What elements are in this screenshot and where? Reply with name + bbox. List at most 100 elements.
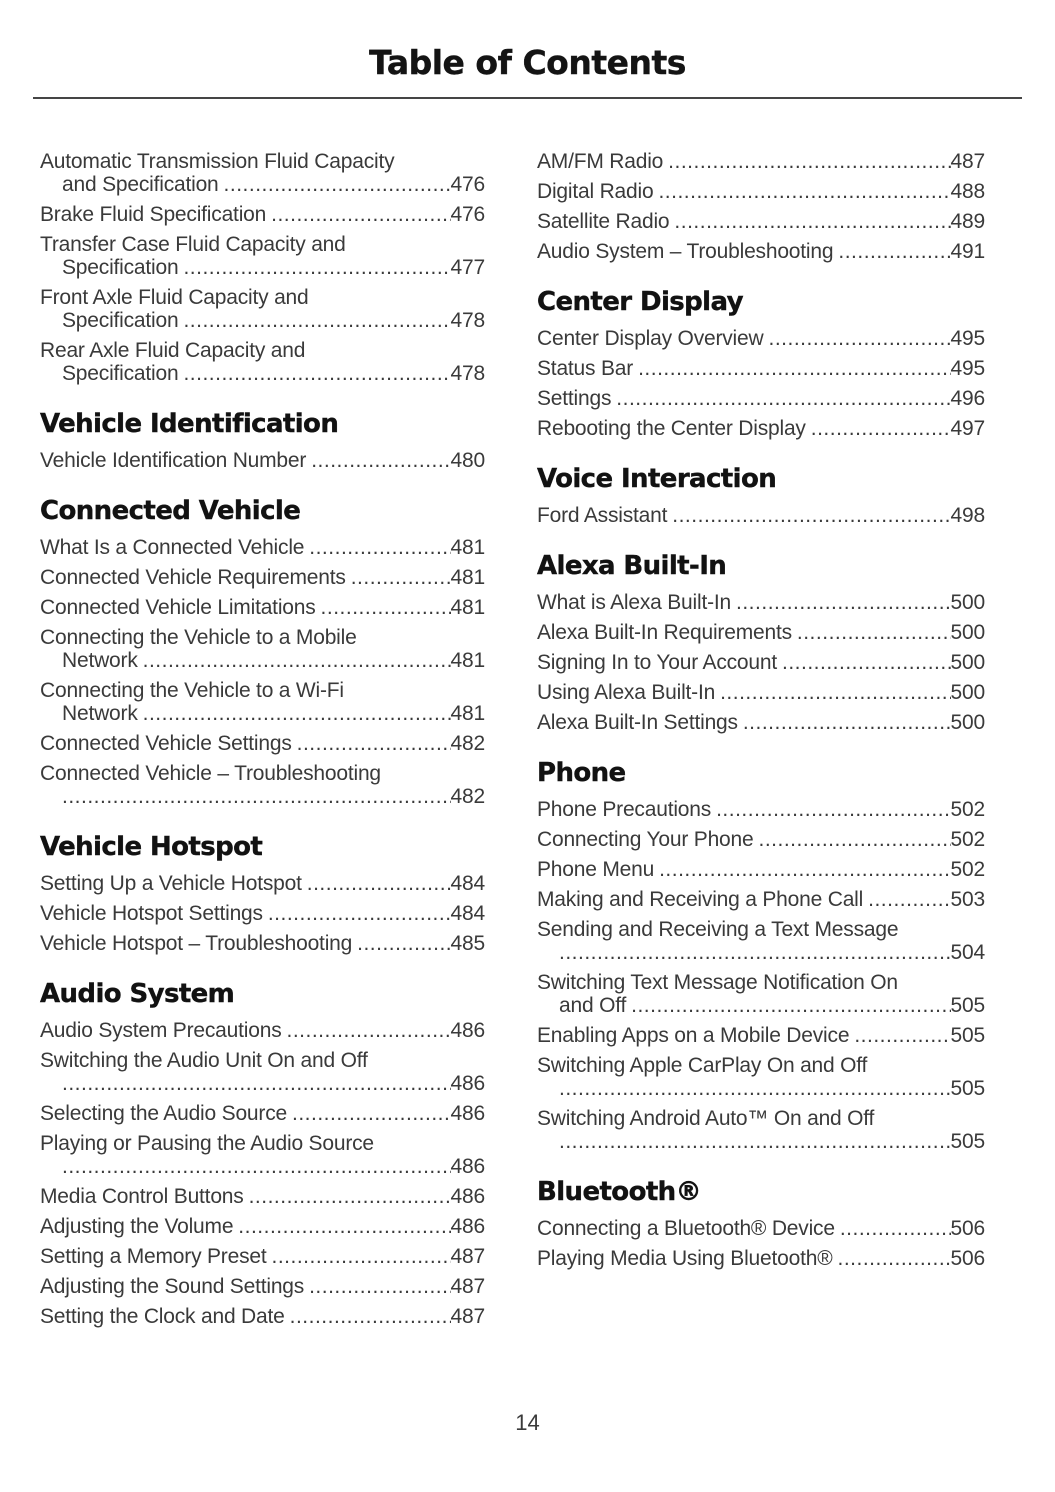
toc-entry: Switching Text Message Notification On an…: [537, 971, 985, 1017]
page-title: Table of Contents: [369, 43, 687, 82]
entry-page-number: 486: [450, 1155, 486, 1178]
entry-line: Rebooting the Center Display............…: [537, 417, 985, 440]
entry-line: Settings................................…: [537, 387, 985, 410]
toc-entry: Phone Menu..............................…: [537, 858, 985, 881]
entry-page-number: 495: [950, 357, 986, 380]
entry-line: Switching the Audio Unit On and Off: [40, 1049, 368, 1072]
toc-entry: Adjusting the Sound Settings............…: [40, 1275, 485, 1298]
entry-text: Vehicle Hotspot – Troubleshooting: [40, 932, 353, 955]
toc-entry: Playing Media Using Bluetooth®..........…: [537, 1247, 985, 1270]
entry-page-number: 506: [950, 1217, 986, 1240]
entry-page-number: 502: [950, 858, 986, 881]
entry-line: Vehicle Identification Number...........…: [40, 449, 485, 472]
entry-page-number: 478: [450, 362, 486, 385]
entry-text: Connected Vehicle Settings: [40, 732, 292, 755]
leader-dots: ........................................…: [559, 1077, 951, 1100]
toc-entry: Connected Vehicle – Troubleshooting.....…: [40, 762, 485, 808]
entry-line: Connecting the Vehicle to a Wi-Fi: [40, 679, 344, 702]
toc-entry: Setting the Clock and Date..............…: [40, 1305, 485, 1328]
leader-dots: ........................................…: [742, 711, 951, 734]
leader-dots: ........................................…: [183, 256, 450, 279]
toc-entry: Selecting the Audio Source..............…: [40, 1102, 485, 1125]
leader-dots: ........................................…: [309, 1275, 450, 1298]
entry-page-number: 486: [450, 1215, 486, 1238]
entry-line: Vehicle Hotspot Settings................…: [40, 902, 485, 925]
leader-dots: ........................................…: [638, 357, 951, 380]
section-heading: Audio System: [40, 979, 235, 1009]
toc-entry: Audio System – Troubleshooting..........…: [537, 240, 985, 263]
entry-page-number: 481: [450, 566, 486, 589]
leader-dots: ........................................…: [271, 1245, 451, 1268]
entry-text: AM/FM Radio: [537, 150, 664, 173]
entry-line: What Is a Connected Vehicle.............…: [40, 536, 485, 559]
entry-page-number: 476: [450, 203, 486, 226]
leader-dots: ........................................…: [854, 1024, 950, 1047]
entry-line: ........................................…: [537, 941, 985, 964]
entry-line: Network.................................…: [40, 702, 485, 725]
entry-page-number: 488: [950, 180, 986, 203]
entry-line: Digital Radio...........................…: [537, 180, 985, 203]
entry-text: Alexa Built-In Settings: [537, 711, 738, 734]
leader-dots: ........................................…: [674, 210, 950, 233]
entry-text: Setting the Clock and Date: [40, 1305, 285, 1328]
entry-page-number: 482: [450, 732, 486, 755]
entry-line: Switching Text Message Notification On: [537, 971, 898, 994]
section-heading: Phone: [537, 758, 627, 788]
entry-line: Satellite Radio.........................…: [537, 210, 985, 233]
entry-page-number: 495: [950, 327, 986, 350]
entry-line: ........................................…: [537, 1077, 985, 1100]
leader-dots: ........................................…: [631, 994, 950, 1017]
entry-text: What is Alexa Built-In: [537, 591, 732, 614]
entry-text: Enabling Apps on a Mobile Device: [537, 1024, 850, 1047]
toc-entry: Vehicle Hotspot – Troubleshooting.......…: [40, 932, 485, 955]
toc-entry: Front Axle Fluid Capacity and Specificati…: [40, 286, 485, 332]
entry-text: Brake Fluid Specification: [40, 203, 267, 226]
toc-entry: Automatic Transmission Fluid Capacity and…: [40, 150, 485, 196]
leader-dots: ........................................…: [183, 362, 450, 385]
leader-dots: ........................................…: [668, 150, 951, 173]
entry-line: Specification...........................…: [40, 256, 485, 279]
entry-page-number: 486: [450, 1102, 486, 1125]
entry-page-number: 491: [950, 240, 986, 263]
entry-line: Audio System – Troubleshooting..........…: [537, 240, 985, 263]
toc-section: Vehicle Hotspot Setting Up a Vehicle Hots…: [40, 832, 485, 955]
toc-section: Connected Vehicle What Is a Connected Veh…: [40, 496, 485, 808]
section-heading: Voice Interaction: [537, 464, 777, 494]
entry-page-number: 500: [950, 651, 986, 674]
entry-line: ........................................…: [40, 1072, 485, 1095]
entry-line: Brake Fluid Specification...............…: [40, 203, 485, 226]
entry-page-number: 498: [950, 504, 986, 527]
entry-line: Connected Vehicle – Troubleshooting: [40, 762, 381, 785]
entry-text: Playing Media Using Bluetooth®: [537, 1247, 833, 1270]
toc-entry: Alexa Built-In Requirements.............…: [537, 621, 985, 644]
section-heading: Center Display: [537, 287, 744, 317]
leader-dots: ........................................…: [837, 1247, 950, 1270]
toc-entry: What Is a Connected Vehicle.............…: [40, 536, 485, 559]
toc-entry: Phone Precautions.......................…: [537, 798, 985, 821]
entry-text: Digital Radio: [537, 180, 654, 203]
toc-entry: Center Display Overview.................…: [537, 327, 985, 350]
toc-entry: Rebooting the Center Display............…: [537, 417, 985, 440]
entry-text: Specification: [62, 256, 179, 279]
entry-page-number: 503: [950, 888, 986, 911]
entry-page-number: 486: [450, 1019, 486, 1042]
entry-page-number: 486: [450, 1185, 486, 1208]
entry-line: Adjusting the Sound Settings............…: [40, 1275, 485, 1298]
toc-entry: Vehicle Hotspot Settings................…: [40, 902, 485, 925]
entry-line: Connecting the Vehicle to a Mobile: [40, 626, 357, 649]
leader-dots: ........................................…: [296, 732, 451, 755]
entry-line: Ford Assistant..........................…: [537, 504, 985, 527]
leader-dots: ........................................…: [286, 1019, 451, 1042]
toc-column: Automatic Transmission Fluid Capacity and…: [40, 150, 485, 1335]
entry-line: Setting a Memory Preset.................…: [40, 1245, 485, 1268]
toc-columns: Automatic Transmission Fluid Capacity and…: [0, 150, 1055, 1335]
entry-page-number: 496: [950, 387, 986, 410]
toc-entry: Playing or Pausing the Audio Source.....…: [40, 1132, 485, 1178]
entry-line: Specification...........................…: [40, 362, 485, 385]
entry-line: Playing or Pausing the Audio Source: [40, 1132, 374, 1155]
toc-entry: Audio System Precautions................…: [40, 1019, 485, 1042]
entry-line: ........................................…: [40, 785, 485, 808]
toc-section: Vehicle Identification Vehicle Identifica…: [40, 409, 485, 472]
leader-dots: ........................................…: [142, 649, 451, 672]
toc-section: Bluetooth® Connecting a Bluetooth® Device…: [537, 1177, 985, 1270]
